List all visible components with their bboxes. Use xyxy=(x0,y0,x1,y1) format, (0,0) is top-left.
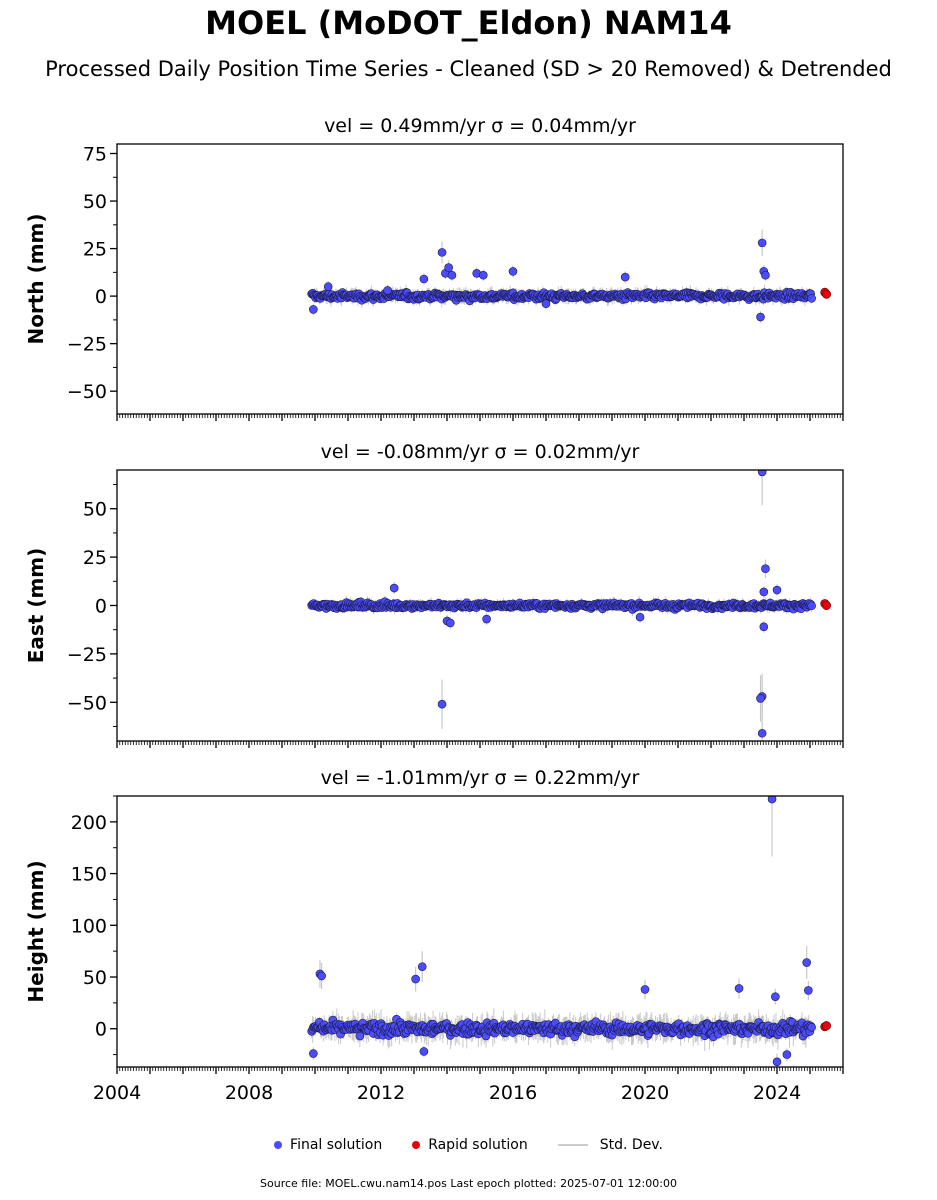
outlier-point xyxy=(772,1057,782,1067)
outlier-point xyxy=(761,564,770,574)
outlier-point xyxy=(437,699,447,709)
outlier-point xyxy=(767,796,777,804)
y-tick-label: 75 xyxy=(83,144,107,166)
outlier-point xyxy=(759,587,769,597)
y-tick-label: 150 xyxy=(71,864,107,886)
y-tick-label: 50 xyxy=(83,967,107,989)
outlier-point xyxy=(508,267,518,276)
plot-frame xyxy=(116,143,844,415)
outlier-point xyxy=(802,958,812,967)
y-tick-label: −25 xyxy=(67,334,107,356)
x-tick-label: 2008 xyxy=(225,1082,273,1104)
outlier-point xyxy=(447,270,457,280)
outlier-point xyxy=(309,1049,318,1058)
chart-title: MOEL (MoDOT_Eldon) NAM14 xyxy=(205,4,732,42)
panel-3: vel = -1.01mm/yr σ = 0.22mm/yr Height (mm… xyxy=(24,767,844,1104)
plot-area xyxy=(307,796,831,1067)
outlier-point xyxy=(771,992,780,1001)
outlier-point xyxy=(323,282,333,291)
y-tick-label: 25 xyxy=(83,239,107,261)
outlier-point xyxy=(759,622,769,632)
y-tick-label: −50 xyxy=(67,381,107,403)
legend: Final solution Rapid solution Std. Dev. xyxy=(0,1137,937,1153)
data-point xyxy=(807,1023,816,1032)
outlier-point xyxy=(772,585,782,595)
data-point xyxy=(355,1031,365,1041)
y-tick-label: 50 xyxy=(83,499,107,521)
final-solution-points xyxy=(307,796,816,1067)
outlier-point xyxy=(417,962,427,971)
outlier-point xyxy=(437,248,447,257)
outlier-point xyxy=(757,728,767,738)
outlier-point xyxy=(411,974,420,984)
y-tick-label: 0 xyxy=(95,286,107,308)
x-tick-label: 2004 xyxy=(93,1082,141,1104)
panel-title: vel = -1.01mm/yr σ = 0.22mm/yr xyxy=(321,767,640,789)
y-tick-label: 100 xyxy=(71,915,107,937)
y-tick-label: 0 xyxy=(95,1019,107,1041)
chart-subtitle: Processed Daily Position Time Series - C… xyxy=(45,57,892,81)
footer-source: Source file: MOEL.cwu.nam14.pos Last epo… xyxy=(260,1177,677,1190)
outlier-point xyxy=(445,618,455,628)
y-tick-label: 50 xyxy=(83,191,107,213)
outlier-point xyxy=(309,305,318,314)
y-tick-label: 25 xyxy=(83,547,107,569)
outlier-point xyxy=(804,986,813,995)
y-tick-label: −25 xyxy=(67,644,107,666)
final-solution-points xyxy=(307,238,816,322)
rapid-point xyxy=(821,600,831,610)
outlier-point xyxy=(734,984,744,993)
outlier-point xyxy=(756,312,765,322)
x-tick-label: 2012 xyxy=(357,1082,405,1104)
x-tick-label: 2016 xyxy=(489,1082,537,1104)
outlier-point xyxy=(620,272,630,282)
legend-std-label: Std. Dev. xyxy=(599,1137,663,1153)
outlier-point xyxy=(757,238,767,248)
outlier-point xyxy=(389,583,399,593)
panel-title: vel = -0.08mm/yr σ = 0.02mm/yr xyxy=(321,441,640,463)
legend-item-std: Std. Dev. xyxy=(557,1137,663,1153)
legend-rapid-label: Rapid solution xyxy=(428,1137,528,1153)
outlier-point xyxy=(317,971,326,981)
outlier-point xyxy=(482,614,491,624)
plot-area xyxy=(307,229,831,323)
y-axis-label: Height (mm) xyxy=(24,860,48,1002)
y-tick-label: 0 xyxy=(95,596,107,618)
x-tick-label: 2020 xyxy=(621,1082,669,1104)
outlier-point xyxy=(478,270,488,280)
legend-final-marker xyxy=(274,1141,283,1149)
legend-item-final: Final solution xyxy=(274,1137,382,1153)
legend-std-line xyxy=(557,1144,588,1146)
y-tick-label: −50 xyxy=(67,692,107,714)
outlier-point xyxy=(444,263,453,272)
y-tick-label: 200 xyxy=(71,812,107,834)
rapid-point xyxy=(821,1021,831,1031)
outlier-point xyxy=(761,270,770,280)
data-point xyxy=(807,601,816,611)
outlier-point xyxy=(383,286,392,295)
outlier-point xyxy=(756,694,765,703)
rapid-point xyxy=(821,289,831,299)
legend-item-rapid: Rapid solution xyxy=(412,1137,528,1153)
outlier-point xyxy=(640,985,650,994)
outlier-point xyxy=(635,612,645,622)
outlier-point xyxy=(757,470,767,477)
panel-title: vel = 0.49mm/yr σ = 0.04mm/yr xyxy=(324,115,636,137)
outlier-point xyxy=(419,1047,429,1056)
std-dev-bars xyxy=(311,229,813,323)
y-axis-label: North (mm) xyxy=(24,213,48,344)
outlier-point xyxy=(782,1050,792,1059)
legend-rapid-marker xyxy=(412,1141,421,1149)
outlier-point xyxy=(419,274,429,284)
data-point xyxy=(807,294,816,303)
final-solution-points xyxy=(307,470,816,738)
outlier-point xyxy=(541,299,551,309)
x-tick-label: 2024 xyxy=(753,1082,801,1104)
plot-area xyxy=(307,470,831,741)
y-axis-label: East (mm) xyxy=(24,548,48,664)
legend-final-label: Final solution xyxy=(290,1137,383,1153)
